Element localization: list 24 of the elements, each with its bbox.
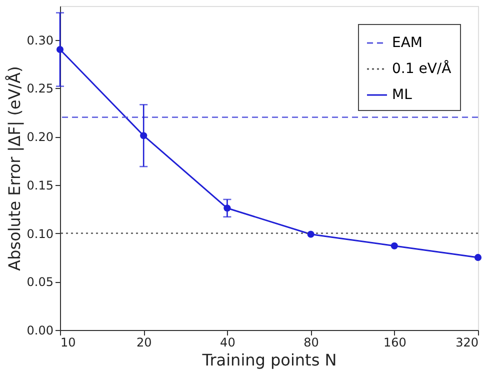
x-tick-label: 80 bbox=[304, 336, 319, 350]
point bbox=[474, 254, 482, 261]
x-tick-label: 10 bbox=[60, 336, 76, 350]
x-tick-label: 160 bbox=[383, 336, 406, 350]
x-axis-title: Training points N bbox=[201, 350, 337, 370]
point bbox=[140, 132, 148, 140]
point bbox=[224, 204, 231, 212]
point bbox=[307, 230, 314, 238]
y-tick-label: 0.15 bbox=[26, 178, 54, 192]
legend-label: ML bbox=[392, 87, 412, 103]
point bbox=[56, 46, 64, 54]
y-tick-label: 0.20 bbox=[26, 130, 54, 144]
y-tick-label: 0.10 bbox=[26, 226, 54, 241]
x-tick-label: 320 bbox=[456, 336, 478, 350]
point bbox=[390, 242, 398, 250]
y-tick-label: 0.30 bbox=[26, 33, 54, 48]
x-tick-label: 20 bbox=[136, 336, 152, 350]
y-tick-label: 0.00 bbox=[26, 324, 54, 338]
y-tick-label: 0.05 bbox=[26, 275, 54, 290]
x-tick-label: 40 bbox=[220, 336, 236, 350]
y-tick-label: 0.25 bbox=[26, 82, 54, 96]
legend-label: EAM bbox=[392, 35, 423, 51]
legend-label: 0.1 eV/Å bbox=[392, 60, 452, 77]
y-axis-title: Absolute Error |ΔF| (eV/Å) bbox=[4, 66, 24, 271]
